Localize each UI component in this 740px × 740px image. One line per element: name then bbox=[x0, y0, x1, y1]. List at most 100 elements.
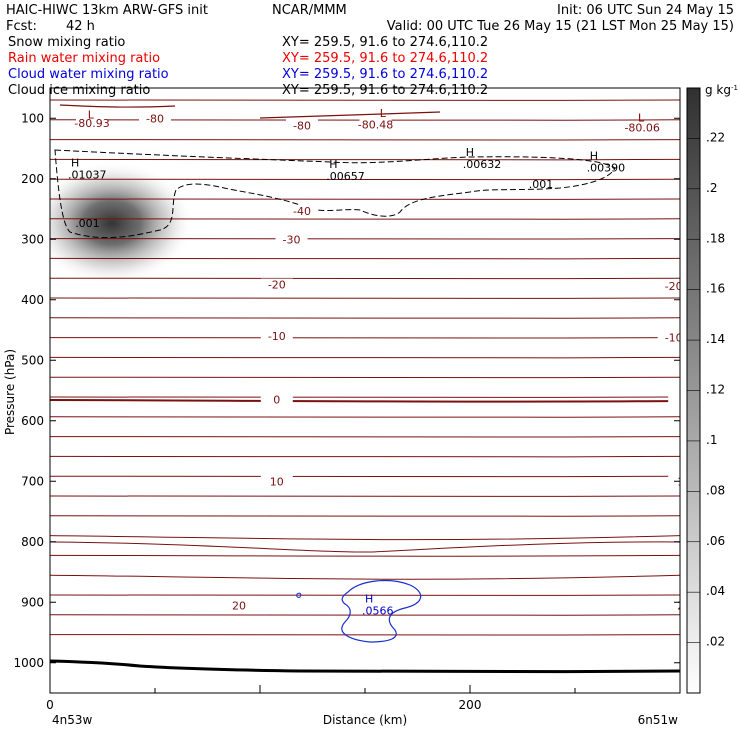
field-legend: Snow mixing ratio XY= 259.5, 91.6 to 274.… bbox=[8, 35, 488, 98]
isotherm-line bbox=[50, 535, 680, 541]
extremum-value: .01037 bbox=[68, 169, 107, 182]
colorbar-tick-label: .22 bbox=[706, 130, 725, 144]
high-marker: H bbox=[590, 149, 598, 162]
isotherm-line bbox=[50, 416, 680, 419]
zero-isotherm-line bbox=[50, 399, 680, 403]
contour-label-mask bbox=[359, 118, 392, 131]
right-endpoint-label: 6n51w bbox=[638, 713, 679, 727]
snow-mixing-ratio-shading bbox=[50, 161, 194, 285]
temperature-contour-label: 10 bbox=[270, 475, 284, 488]
colorbar-tick-label: .1 bbox=[706, 433, 717, 447]
contour-label-mask bbox=[668, 599, 680, 612]
contour-label-mask bbox=[668, 393, 680, 406]
isotherm-line bbox=[259, 111, 441, 119]
field-name: Cloud ice mixing ratio bbox=[8, 83, 150, 98]
y-tick-label: 1000 bbox=[13, 656, 44, 670]
field-xy: XY= 259.5, 91.6 to 274.6,110.2 bbox=[282, 51, 488, 66]
isotherm-line bbox=[50, 515, 680, 518]
colorbar-tick-label: .16 bbox=[706, 282, 725, 296]
colorbar-ticks: .02 .04 .06 .08 .1 .12 .14 .16 .18 .2 .22 bbox=[687, 130, 725, 649]
field-xy: XY= 259.5, 91.6 to 274.6,110.2 bbox=[282, 67, 488, 82]
temperature-contour-label: -30 bbox=[283, 233, 301, 246]
isotherm-line bbox=[50, 436, 680, 438]
y-tick-label: 600 bbox=[21, 414, 44, 428]
extremum-value: .0566 bbox=[362, 604, 394, 617]
contour-label-mask bbox=[286, 204, 318, 217]
y-tick-label: 300 bbox=[21, 232, 44, 246]
temperature-contour-label: 0 bbox=[273, 394, 280, 407]
isotherm-line bbox=[50, 139, 680, 141]
extremum-value: .00632 bbox=[463, 158, 502, 171]
colorbar-tick-label: .08 bbox=[706, 483, 725, 497]
x-axis-label: Distance (km) bbox=[323, 713, 407, 727]
field-name: Cloud water mixing ratio bbox=[8, 67, 169, 82]
y-axis-label: Pressure (hPa) bbox=[3, 349, 17, 435]
low-marker: L bbox=[638, 111, 645, 124]
temperature-contour-label: -80 bbox=[293, 120, 311, 133]
contour-label-mask bbox=[260, 475, 293, 488]
colorbar-tick-label: .18 bbox=[706, 231, 725, 245]
colorbar-tick-label: .14 bbox=[706, 332, 725, 346]
figure-title: HAIC-HIWC 13km ARW-GFS init bbox=[6, 3, 208, 18]
temperature-contour-label: -80.48 bbox=[358, 118, 393, 131]
isotherm-line bbox=[50, 356, 680, 359]
isotherm-line bbox=[59, 104, 176, 108]
temperature-contour-label: -20 bbox=[665, 280, 683, 293]
temperature-contour-label: -80.93 bbox=[74, 117, 109, 130]
colorbar-tick-label: .02 bbox=[706, 635, 725, 649]
forecast-label: Fcst: bbox=[6, 19, 37, 34]
isotherm-line bbox=[50, 317, 680, 320]
isotherm-line bbox=[50, 158, 680, 161]
cloud-ice-contour-label: .001 bbox=[529, 178, 554, 191]
y-tick-label: 200 bbox=[21, 172, 44, 186]
colorbar-tick-label: .12 bbox=[706, 383, 725, 397]
isotherm-line bbox=[50, 455, 680, 458]
colorbar-tick-label: .04 bbox=[706, 584, 725, 598]
low-marker: L bbox=[380, 107, 387, 120]
isotherm-line bbox=[50, 541, 680, 553]
valid-time: Valid: 00 UTC Tue 26 May 15 (21 LST Mon … bbox=[387, 19, 734, 34]
cloud-water-small-contour bbox=[296, 592, 302, 598]
y-tick-label: 100 bbox=[21, 111, 44, 125]
field-xy: XY= 259.5, 91.6 to 274.6,110.2 bbox=[282, 35, 488, 50]
cloud-ice-contour-label: .001 bbox=[75, 217, 100, 230]
contour-label-mask bbox=[260, 393, 293, 406]
contour-label-mask bbox=[260, 278, 293, 291]
temperature-contour-label: -40 bbox=[293, 205, 311, 218]
contour-label-mask bbox=[139, 112, 171, 125]
high-marker: H bbox=[466, 146, 474, 159]
terrain-line bbox=[50, 659, 680, 674]
extremum-value: .00657 bbox=[326, 170, 365, 183]
isotherm-line bbox=[50, 99, 680, 102]
isotherm-line bbox=[50, 634, 680, 636]
isotherm-line bbox=[50, 297, 680, 300]
field-name: Snow mixing ratio bbox=[8, 35, 125, 50]
field-name: Rain water mixing ratio bbox=[8, 51, 160, 66]
y-tick-label: 700 bbox=[21, 474, 44, 488]
temperature-contour-label: -10 bbox=[665, 331, 683, 344]
isotherm-line bbox=[50, 554, 680, 557]
contour-label-mask bbox=[223, 599, 255, 612]
high-marker: H bbox=[71, 157, 79, 170]
temperature-contour-label: 20 bbox=[677, 599, 691, 612]
y-tick-label: 900 bbox=[21, 595, 44, 609]
y-tick-label: 500 bbox=[21, 353, 44, 367]
contour-label-mask bbox=[657, 279, 680, 292]
x-tick-label: 200 bbox=[459, 698, 482, 712]
isotherm-line bbox=[50, 337, 680, 339]
colorbar-tick-label: .2 bbox=[706, 181, 717, 195]
temperature-contour-label: -20 bbox=[268, 279, 286, 292]
contour-label-mask bbox=[76, 117, 108, 130]
extremum-value: .00390 bbox=[587, 161, 626, 174]
colorbar-tick-label: .06 bbox=[706, 534, 725, 548]
temperature-contour-label: -10 bbox=[268, 330, 286, 343]
init-time: Init: 06 UTC Sun 24 May 15 bbox=[557, 3, 734, 18]
isotherm-line bbox=[50, 376, 680, 379]
contour-label-mask bbox=[626, 121, 659, 134]
cloud-water-contour bbox=[341, 579, 422, 643]
contour-label-mask bbox=[657, 331, 680, 344]
contour-label-mask bbox=[275, 233, 308, 246]
low-marker: L bbox=[88, 108, 95, 121]
